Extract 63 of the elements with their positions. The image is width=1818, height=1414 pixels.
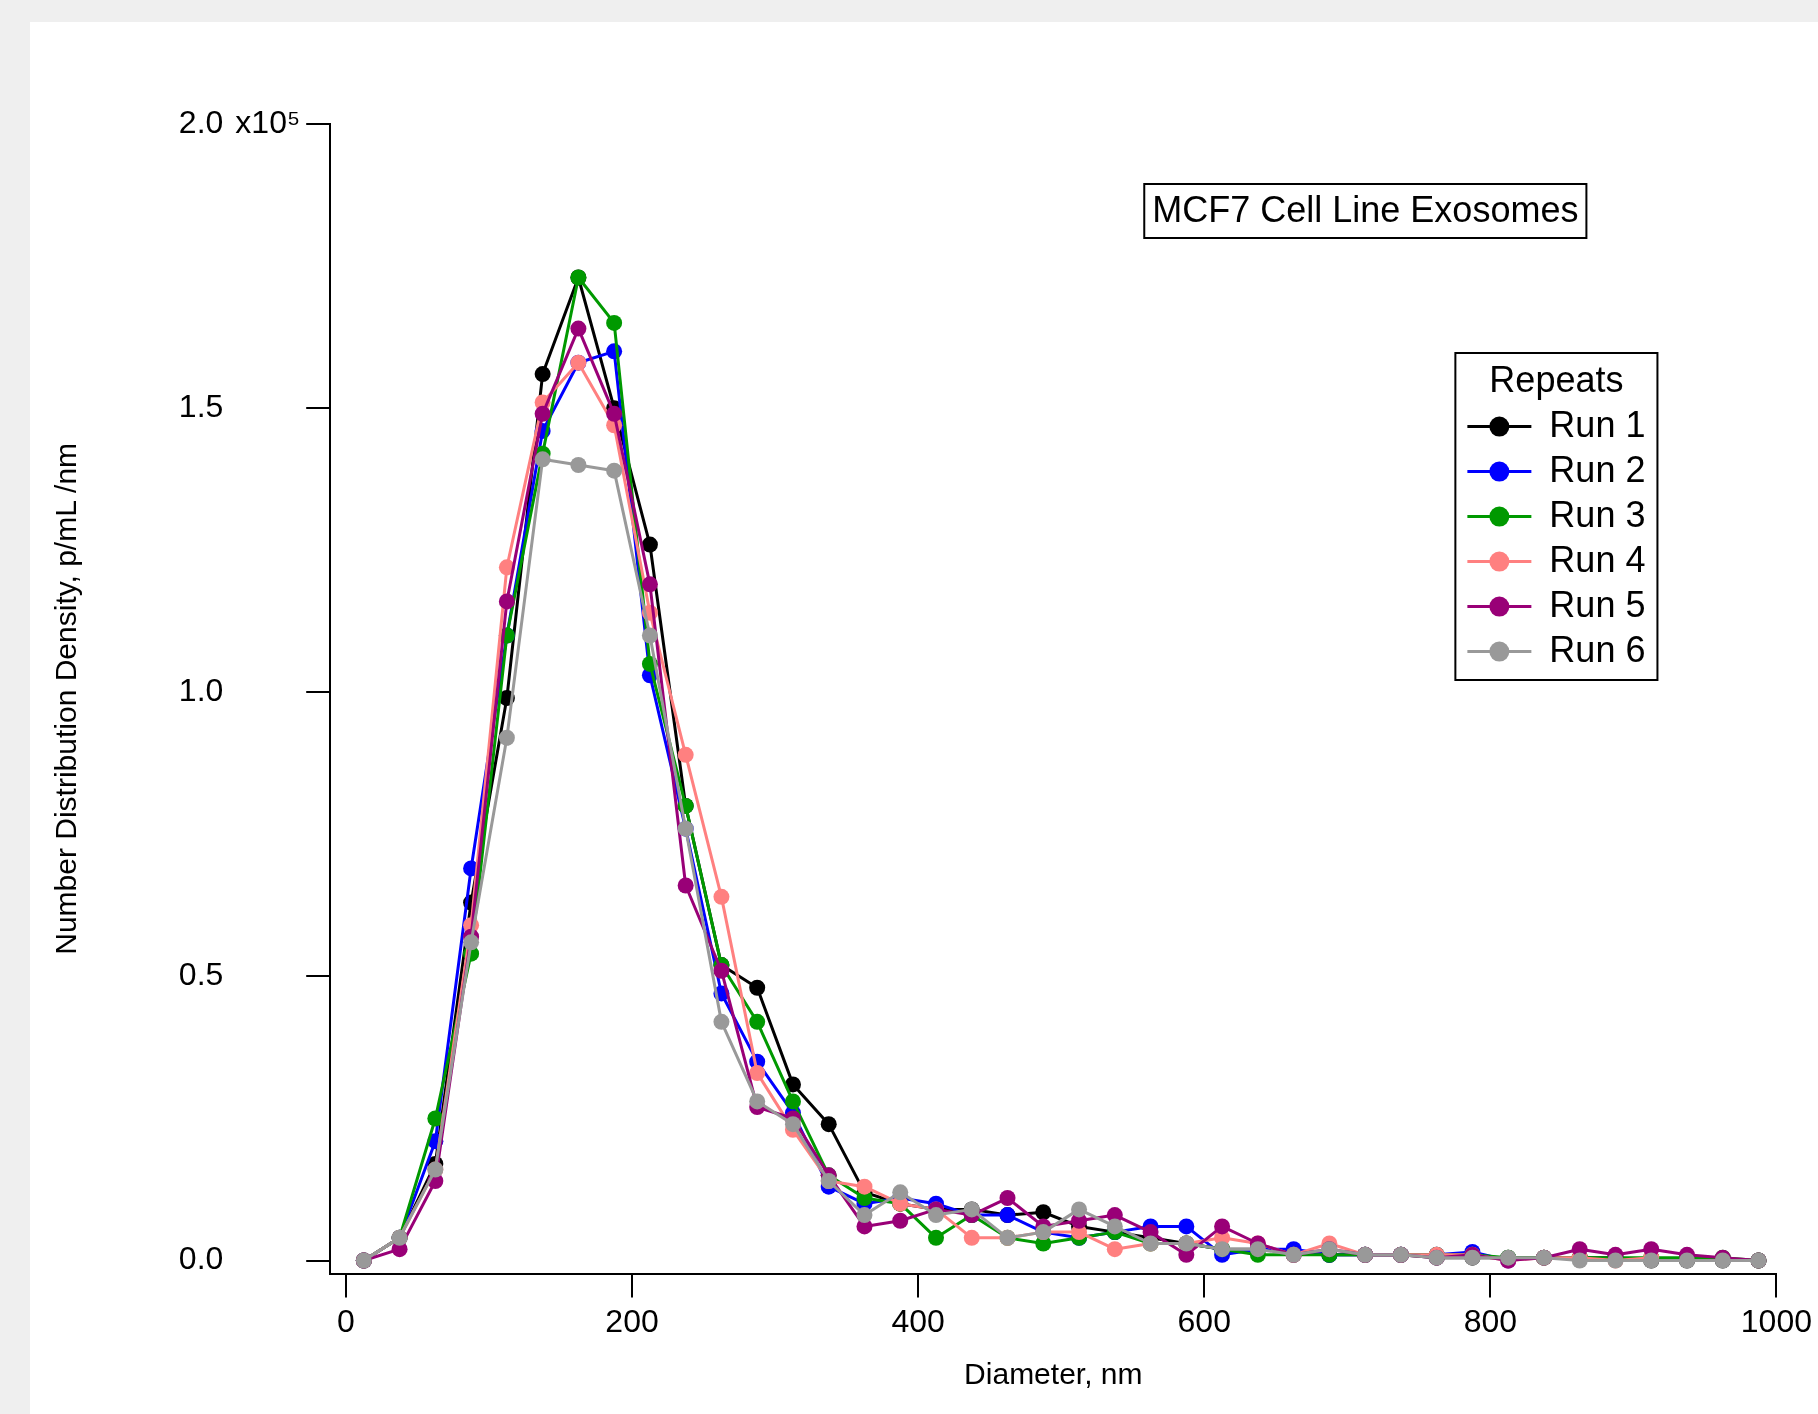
point (1214, 1218, 1231, 1235)
point (749, 1065, 766, 1082)
point (606, 462, 623, 479)
point (570, 320, 587, 337)
legend-label: Run 2 (1549, 449, 1646, 491)
annotation: MCF7 Cell Line Exosomes (1152, 188, 1579, 230)
point (498, 593, 515, 610)
point (856, 1207, 873, 1224)
x-tick-label: 800 (1463, 1302, 1518, 1339)
point (713, 888, 730, 905)
legend-label: Run 1 (1549, 404, 1646, 446)
x-axis-title: Diameter, nm (964, 1357, 1143, 1391)
point (856, 1178, 873, 1195)
legend-label: Run 3 (1549, 494, 1646, 536)
text: x10⁵ (235, 103, 301, 140)
point (892, 1184, 909, 1201)
point (963, 1229, 980, 1246)
point (677, 877, 694, 894)
point (1106, 1241, 1123, 1258)
point (749, 979, 766, 996)
y-tick-label: 0.5 (178, 956, 224, 993)
point (570, 457, 587, 473)
point (749, 1093, 766, 1110)
x-tick-label: 1000 (1740, 1302, 1812, 1339)
legend-label: Run 4 (1549, 539, 1646, 581)
point (1035, 1204, 1052, 1221)
point (463, 934, 480, 951)
point (534, 405, 551, 422)
point (820, 1116, 837, 1133)
point (784, 1116, 801, 1133)
point (498, 729, 515, 746)
x-tick-label: 200 (605, 1302, 659, 1339)
point (1071, 1201, 1088, 1218)
point (1106, 1218, 1123, 1235)
x-tick-label: 400 (891, 1302, 945, 1339)
legend-label: Run 5 (1549, 584, 1646, 626)
y-tick-label: 0.0 (178, 1240, 224, 1277)
point (641, 536, 658, 553)
point (427, 1110, 444, 1127)
point (928, 1207, 945, 1224)
point (1178, 1218, 1195, 1235)
legend-title: Repeats (1489, 359, 1624, 401)
point (606, 314, 623, 331)
point (534, 451, 551, 468)
point (928, 1229, 945, 1246)
x-tick-label: 0 (337, 1302, 355, 1339)
y-tick-label: 1.5 (178, 388, 224, 425)
point (606, 405, 623, 422)
point (784, 1093, 801, 1110)
point (892, 1212, 909, 1229)
point (677, 746, 694, 763)
point (534, 366, 551, 383)
point (713, 962, 730, 979)
y-axis-title: Number Distribution Density, p/mL /nm (49, 442, 83, 955)
legend-label: Run 6 (1549, 629, 1646, 671)
x-tick-label: 600 (1177, 1302, 1231, 1339)
point (713, 1013, 730, 1030)
point (641, 627, 658, 644)
point (999, 1190, 1016, 1207)
y-tick-label: 1.0 (178, 672, 224, 709)
y-tick-label: 2.0 (178, 103, 224, 140)
point (749, 1013, 766, 1030)
point (641, 576, 658, 593)
